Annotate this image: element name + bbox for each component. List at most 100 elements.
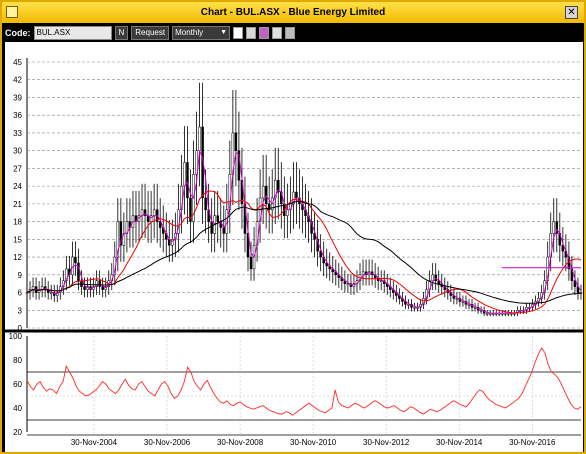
candle-body xyxy=(431,274,434,281)
candle-body xyxy=(152,209,156,216)
zoom-icon[interactable] xyxy=(272,26,283,39)
y-tick-label: 39 xyxy=(13,93,22,102)
x-tick-label: 30-Nov-2016 xyxy=(509,438,556,447)
candle-body xyxy=(295,191,298,199)
y-tick-label: 15 xyxy=(13,235,22,244)
indicator-y-tick-label: 100 xyxy=(9,332,23,341)
candle-body xyxy=(473,307,477,309)
candle-body xyxy=(407,304,410,306)
chart-canvas: 0369121518212427303336394245204060801003… xyxy=(5,42,583,452)
candle-body xyxy=(434,274,437,281)
window-title: Chart - BUL.ASX - Blue Energy Limited xyxy=(200,7,386,18)
x-tick-label: 30-Nov-2012 xyxy=(363,438,410,447)
chevron-down-icon: ▼ xyxy=(220,28,228,36)
candle-body xyxy=(195,150,198,175)
candle-body xyxy=(186,162,189,199)
candle-body xyxy=(210,221,213,234)
period-select[interactable]: Monthly ▼ xyxy=(172,25,231,40)
candle-body xyxy=(101,286,104,290)
candle-body xyxy=(65,268,68,281)
app-icon xyxy=(6,6,18,18)
candle-body xyxy=(95,280,98,287)
candle-body xyxy=(204,197,207,211)
code-label: Code: xyxy=(5,27,31,38)
indicator-y-tick-label: 60 xyxy=(13,380,22,389)
candle-body xyxy=(234,132,238,151)
candle-body xyxy=(286,209,289,216)
candle-body xyxy=(52,292,56,296)
candle-body xyxy=(561,244,565,252)
indicator-y-tick-label: 40 xyxy=(13,404,22,413)
candle-body xyxy=(346,283,350,285)
candle-body xyxy=(319,250,322,258)
candle-body xyxy=(183,162,186,187)
candle-body xyxy=(261,185,265,199)
x-tick-label: 30-Nov-2006 xyxy=(144,438,191,447)
candle-body xyxy=(325,262,328,267)
y-tick-label: 24 xyxy=(13,182,22,191)
candle-body xyxy=(555,221,559,234)
candle-body xyxy=(461,301,465,303)
candle-body xyxy=(119,221,123,246)
candle-body xyxy=(264,185,268,205)
y-tick-label: 9 xyxy=(18,271,23,280)
chart-style-icon[interactable] xyxy=(233,26,244,39)
chart-background xyxy=(5,42,583,452)
moving-average-line xyxy=(26,200,582,304)
candle-body xyxy=(455,298,459,300)
candle-body xyxy=(573,280,577,287)
y-tick-label: 30 xyxy=(13,147,22,156)
y-tick-label: 6 xyxy=(18,289,23,298)
title-bar[interactable]: Chart - BUL.ASX - Blue Energy Limited ✕ xyxy=(2,2,584,23)
y-tick-label: 21 xyxy=(13,200,22,209)
candle-body xyxy=(56,292,59,296)
y-tick-label: 45 xyxy=(13,58,22,67)
candle-body xyxy=(413,307,416,309)
y-tick-label: 33 xyxy=(13,129,22,138)
indicator-y-tick-label: 20 xyxy=(13,428,22,437)
candle-body xyxy=(149,215,153,222)
indicator-y-tick-label: 80 xyxy=(13,356,22,365)
candle-body xyxy=(361,271,365,276)
candle-body xyxy=(83,286,86,290)
candle-body xyxy=(277,179,280,193)
candle-body xyxy=(189,197,192,222)
candle-body xyxy=(467,304,471,306)
indicator-line xyxy=(26,347,582,416)
candle-body xyxy=(222,227,226,234)
candle-body xyxy=(216,215,219,222)
y-tick-label: 3 xyxy=(18,306,23,315)
candle-body xyxy=(171,239,174,246)
candle-body xyxy=(143,209,147,216)
period-value: Monthly xyxy=(175,27,204,37)
x-tick-label: 30-Nov-2010 xyxy=(290,438,337,447)
y-tick-label: 0 xyxy=(18,324,23,333)
candle-body xyxy=(437,280,440,284)
n-button[interactable]: N xyxy=(114,25,129,40)
candle-body xyxy=(479,310,483,312)
x-tick-label: 30-Nov-2004 xyxy=(71,438,118,447)
close-icon[interactable]: ✕ xyxy=(565,6,578,19)
y-tick-label: 18 xyxy=(13,218,22,227)
toolbar: Code: BUL.ASX N Request Monthly ▼ xyxy=(2,23,584,42)
request-button[interactable]: Request xyxy=(131,25,170,40)
candle-body xyxy=(198,126,201,151)
tools-icon[interactable] xyxy=(285,26,296,39)
x-tick-label: 30-Nov-2014 xyxy=(436,438,483,447)
candle-body xyxy=(158,221,162,228)
candle-body xyxy=(552,221,556,234)
x-tick-label: 30-Nov-2008 xyxy=(217,438,264,447)
candle-body xyxy=(49,292,53,294)
page-icon[interactable] xyxy=(246,26,257,39)
y-tick-label: 12 xyxy=(13,253,22,262)
candle-body xyxy=(379,280,383,282)
candle-body xyxy=(77,262,80,281)
color-icon[interactable] xyxy=(259,26,270,39)
candle-body xyxy=(249,256,253,270)
code-input[interactable]: BUL.ASX xyxy=(33,25,112,40)
y-tick-label: 42 xyxy=(13,76,22,85)
candle-body xyxy=(116,221,120,258)
candle-body xyxy=(267,203,271,211)
candle-body xyxy=(292,191,295,205)
